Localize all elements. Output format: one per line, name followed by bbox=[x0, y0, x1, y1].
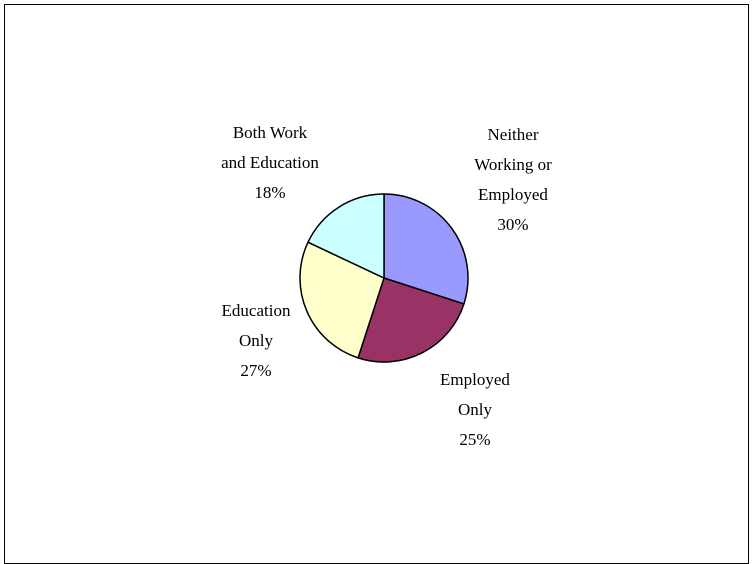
pie-slices bbox=[299, 193, 469, 363]
pie-slice bbox=[307, 193, 385, 279]
slice-label: Education Only 27% bbox=[222, 301, 291, 380]
pie-slice bbox=[383, 193, 469, 305]
pie-labels: Neither Working or Employed 30% Employed Only… bbox=[221, 123, 552, 449]
slice-label: Employed Only 25% bbox=[440, 370, 510, 449]
pie-slice bbox=[299, 241, 385, 359]
pie-slice bbox=[357, 277, 465, 363]
slice-label: Neither Working or Employed 30% bbox=[474, 125, 552, 234]
slice-label: Both Work and Education 18% bbox=[221, 123, 319, 202]
